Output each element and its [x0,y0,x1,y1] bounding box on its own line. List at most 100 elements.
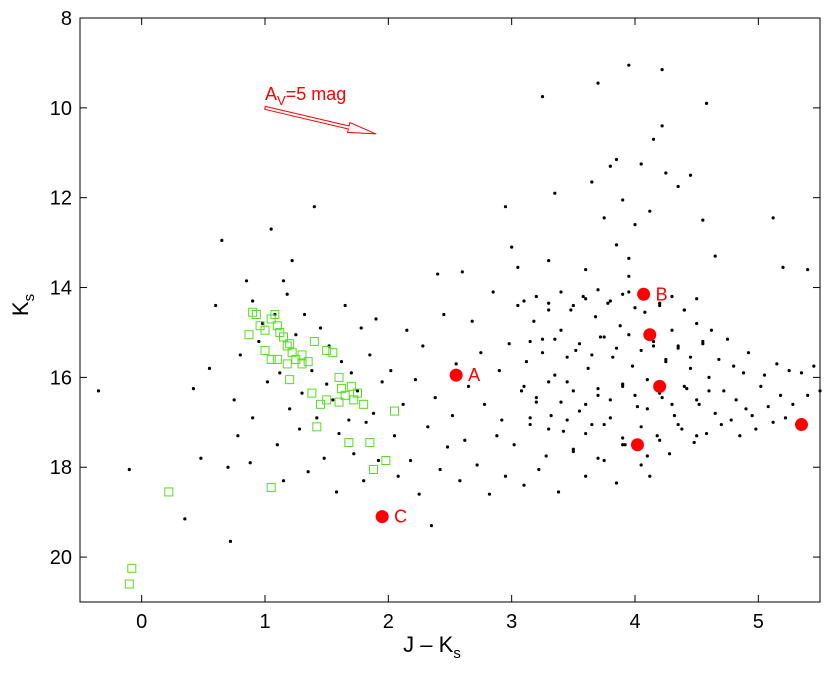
black-data-point [547,308,551,312]
black-data-point [744,407,748,411]
black-data-point [627,274,631,278]
black-data-point [183,517,187,521]
green-square-point [369,464,379,474]
extinction-label: AV=5 mag [265,84,346,108]
black-data-point [651,339,656,344]
green-square-point [328,348,338,358]
black-data-point [207,366,212,370]
black-data-point [645,378,649,382]
extinction-label-sub: V [277,93,286,108]
black-data-point [396,474,400,478]
green-square-point [307,388,317,398]
black-data-point [639,463,643,467]
black-data-point [648,474,652,478]
y-tick-label: 12 [50,188,72,210]
black-data-point [275,443,279,447]
black-data-point [226,465,230,469]
black-data-point [682,308,686,312]
green-square-point [346,381,356,391]
black-data-point [392,434,397,438]
green-square-point [260,345,270,355]
green-square-point [285,339,295,349]
black-data-point [540,95,545,99]
black-data-point [528,422,532,427]
black-data-point [251,416,255,420]
black-data-point [281,479,286,483]
green-square-point [309,336,319,346]
red-marker-label: A [468,365,480,385]
x-tick-label: 3 [506,611,517,633]
black-data-point [325,382,329,386]
black-data-point [331,398,335,402]
black-data-point [503,205,508,209]
extinction-label-main: A [265,84,277,104]
black-data-point [507,342,511,346]
black-data-point [547,427,551,431]
black-data-point [602,216,606,220]
black-data-point [315,416,319,420]
x-axis-label-sub: s [453,645,461,662]
extinction-arrow [264,105,377,135]
black-data-point [672,413,677,418]
black-data-point [608,398,612,402]
y-tick-label: 20 [50,547,72,569]
black-data-point [559,328,563,332]
black-data-point [265,380,270,384]
green-square-point [124,579,134,589]
black-data-point [516,265,520,269]
y-axis-label-main: K [8,301,33,316]
black-data-point [791,402,795,406]
black-data-point [269,227,273,231]
black-data-point [559,290,563,294]
black-data-point [658,438,662,442]
red-marker-label: B [656,284,668,304]
black-data-point [722,389,726,393]
black-data-point [676,422,680,427]
black-data-point [608,416,612,420]
black-data-point [408,458,413,463]
black-data-point [310,369,314,373]
black-data-point [701,218,705,222]
black-data-point [565,355,569,359]
black-data-point [497,369,501,373]
black-data-point [540,351,545,355]
black-data-point [475,463,479,467]
green-square-point [270,309,280,319]
green-square-point [359,399,369,409]
black-data-point [781,265,785,269]
black-data-point [294,333,298,337]
y-axis-label: Ks [8,294,38,316]
black-data-point [614,157,619,162]
black-data-point [633,393,637,397]
black-data-point [374,317,378,321]
black-data-point [660,124,664,128]
black-data-point [577,342,582,346]
black-data-point [421,344,425,348]
black-data-point [709,328,714,332]
green-square-point [251,309,261,319]
black-data-point [732,364,736,368]
black-data-point [445,445,450,449]
black-data-point [643,310,647,314]
black-data-point [623,443,627,447]
black-data-point [522,384,526,388]
black-data-point [584,474,588,478]
black-data-point [547,301,551,305]
black-data-point [627,333,631,337]
black-data-point [676,344,680,348]
black-data-point [606,301,610,305]
green-square-point [334,372,344,382]
black-data-point [783,416,788,420]
black-data-point [510,245,514,249]
black-data-point [417,492,421,496]
black-data-point [655,434,659,438]
black-data-point [278,371,282,375]
black-data-point [426,425,430,429]
black-data-point [450,413,455,418]
black-data-point [553,191,557,195]
black-data-point [368,353,372,357]
black-data-point [806,267,810,272]
black-data-point [556,490,561,494]
black-data-point [214,303,218,308]
black-data-point [503,474,508,478]
